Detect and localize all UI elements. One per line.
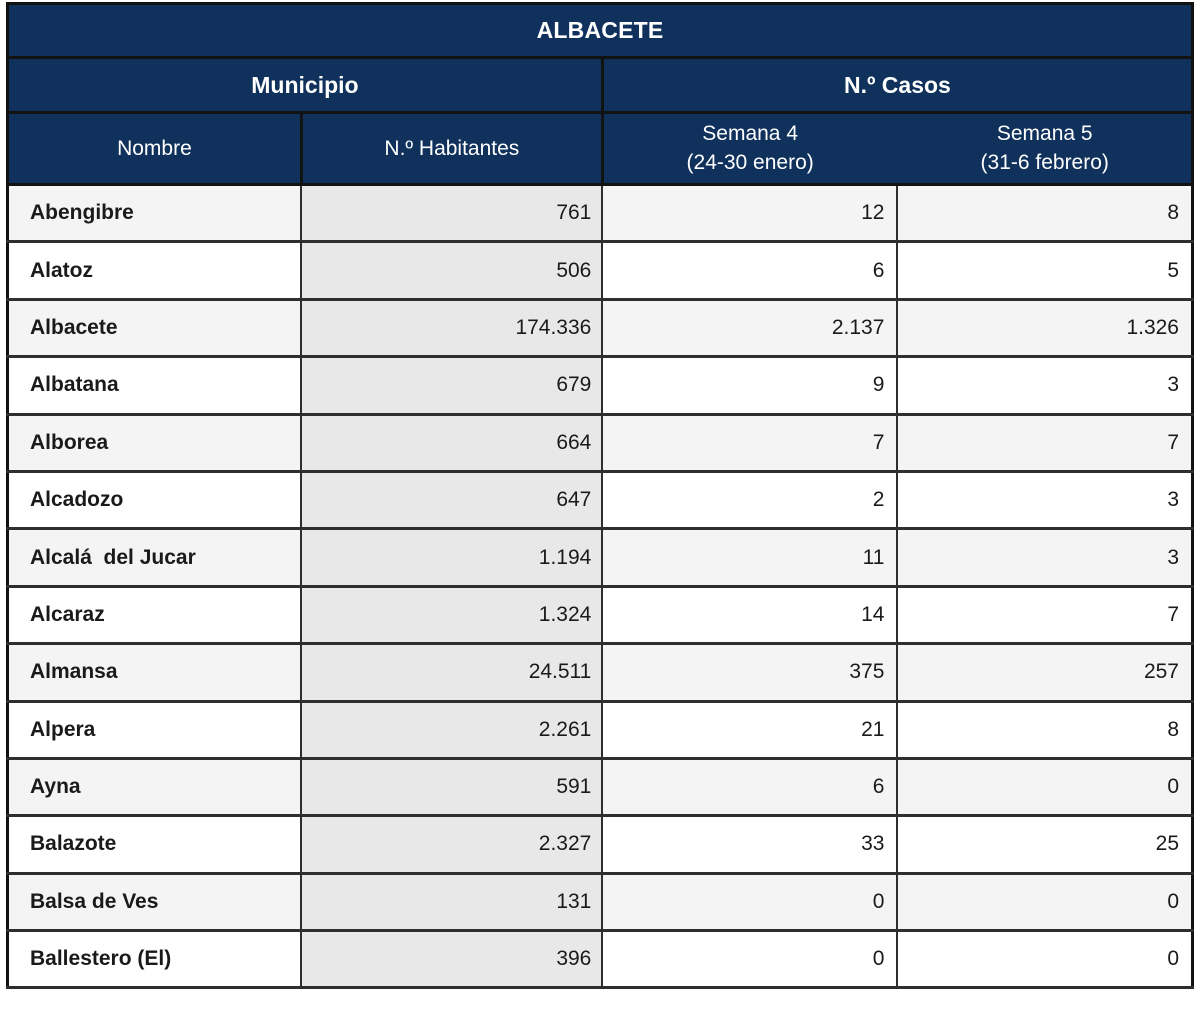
cell-municipio-nombre: Alcaraz <box>6 584 303 646</box>
table-row: Abengibre 761 12 8 <box>6 182 1194 244</box>
cell-casos-semana4: 14 <box>601 584 899 646</box>
cell-habitantes: 24.511 <box>300 642 604 703</box>
cell-casos-semana5: 8 <box>896 699 1194 760</box>
cell-casos-semana4: 7 <box>601 412 899 473</box>
cell-casos-semana5: 0 <box>896 929 1194 990</box>
cell-municipio-nombre: Albatana <box>6 355 303 416</box>
cell-casos-semana4: 0 <box>601 929 899 990</box>
table-row: Almansa 24.511 375 257 <box>6 642 1194 703</box>
cell-casos-semana4: 0 <box>601 871 899 933</box>
cell-casos-semana4: 33 <box>601 814 899 875</box>
table-row: Alatoz 506 6 5 <box>6 240 1194 301</box>
table-row: Alcadozo 647 2 3 <box>6 469 1194 531</box>
cell-casos-semana4: 6 <box>601 756 899 818</box>
cell-habitantes: 647 <box>300 469 604 531</box>
cell-habitantes: 761 <box>300 182 604 244</box>
column-header-row: Nombre N.º Habitantes Semana 4 (24-30 en… <box>6 111 1195 186</box>
cell-casos-semana5: 0 <box>896 756 1194 818</box>
cell-casos-semana4: 21 <box>601 699 899 760</box>
cell-habitantes: 1.324 <box>300 584 604 646</box>
table-row: Alcalá del Jucar 1.194 11 3 <box>6 527 1194 588</box>
group-header-casos: N.º Casos <box>600 56 1195 114</box>
cell-casos-semana5: 5 <box>896 240 1194 301</box>
cell-habitantes: 2.327 <box>300 814 604 875</box>
table-row: Balsa de Ves 131 0 0 <box>6 871 1194 933</box>
table-row: Alpera 2.261 21 8 <box>6 699 1194 760</box>
cell-municipio-nombre: Ayna <box>6 756 303 818</box>
cell-casos-semana5: 1.326 <box>896 297 1194 359</box>
group-header-municipio: Municipio <box>6 56 604 114</box>
table-row: Albacete 174.336 2.137 1.326 <box>6 297 1194 359</box>
cell-municipio-nombre: Ballestero (El) <box>6 929 303 990</box>
cell-casos-semana4: 2 <box>601 469 899 531</box>
cell-casos-semana5: 3 <box>896 355 1194 416</box>
cell-casos-semana5: 25 <box>896 814 1194 875</box>
cell-casos-semana4: 375 <box>601 642 899 703</box>
cell-habitantes: 174.336 <box>300 297 604 359</box>
cell-habitantes: 396 <box>300 929 604 990</box>
cell-habitantes: 664 <box>300 412 604 473</box>
semana5-label: Semana 5 <box>996 121 1093 145</box>
cell-casos-semana5: 7 <box>896 584 1194 646</box>
cell-casos-semana5: 7 <box>896 412 1194 473</box>
municipality-cases-table: ALBACETE Municipio N.º Casos Nombre N.º … <box>6 2 1195 990</box>
cell-habitantes: 591 <box>300 756 604 818</box>
table-row: Balazote 2.327 33 25 <box>6 814 1194 875</box>
province-title-row: ALBACETE <box>6 2 1194 59</box>
cell-casos-semana5: 0 <box>896 871 1194 933</box>
group-header-row: Municipio N.º Casos <box>6 56 1195 114</box>
semana4-label: Semana 4 <box>702 121 798 145</box>
cell-municipio-nombre: Abengibre <box>6 182 303 244</box>
cell-municipio-nombre: Alborea <box>6 412 303 473</box>
column-header-semana5: Semana 5 (31-6 febrero) <box>896 111 1195 186</box>
cell-casos-semana5: 3 <box>896 527 1194 588</box>
cell-municipio-nombre: Balazote <box>6 814 303 875</box>
column-header-habitantes: N.º Habitantes <box>299 111 604 186</box>
cell-habitantes: 679 <box>300 355 604 416</box>
cell-casos-semana4: 12 <box>601 182 899 244</box>
table-body: Abengibre 761 12 8 Alatoz 506 6 5 Albacete 174.33… <box>6 182 1194 990</box>
cell-casos-semana5: 8 <box>896 182 1194 244</box>
cell-habitantes: 506 <box>300 240 604 301</box>
column-header-semana4: Semana 4 (24-30 enero) <box>600 111 899 186</box>
cell-casos-semana5: 257 <box>896 642 1194 703</box>
table-header: ALBACETE Municipio N.º Casos Nombre N.º … <box>6 2 1195 186</box>
table-row: Alcaraz 1.324 14 7 <box>6 584 1194 646</box>
cell-municipio-nombre: Alcadozo <box>6 469 303 531</box>
cell-habitantes: 131 <box>300 871 604 933</box>
table-row: Ayna 591 6 0 <box>6 756 1194 818</box>
province-title: ALBACETE <box>6 2 1194 59</box>
cell-casos-semana5: 3 <box>896 469 1194 531</box>
cell-habitantes: 1.194 <box>300 527 604 588</box>
cell-municipio-nombre: Alcalá del Jucar <box>6 527 303 588</box>
table-row: Alborea 664 7 7 <box>6 412 1194 473</box>
cell-municipio-nombre: Balsa de Ves <box>6 871 303 933</box>
cell-casos-semana4: 11 <box>601 527 899 588</box>
cell-habitantes: 2.261 <box>300 699 604 760</box>
cell-casos-semana4: 6 <box>601 240 899 301</box>
table-row: Albatana 679 9 3 <box>6 355 1194 416</box>
cell-casos-semana4: 9 <box>601 355 899 416</box>
cell-municipio-nombre: Albacete <box>6 297 303 359</box>
cell-municipio-nombre: Alatoz <box>6 240 303 301</box>
table-row: Ballestero (El) 396 0 0 <box>6 929 1194 990</box>
column-header-nombre: Nombre <box>6 111 303 186</box>
semana4-dates: (24-30 enero) <box>686 150 814 174</box>
semana5-dates: (31-6 febrero) <box>980 150 1109 174</box>
cell-municipio-nombre: Alpera <box>6 699 303 760</box>
cell-municipio-nombre: Almansa <box>6 642 303 703</box>
cell-casos-semana4: 2.137 <box>601 297 899 359</box>
